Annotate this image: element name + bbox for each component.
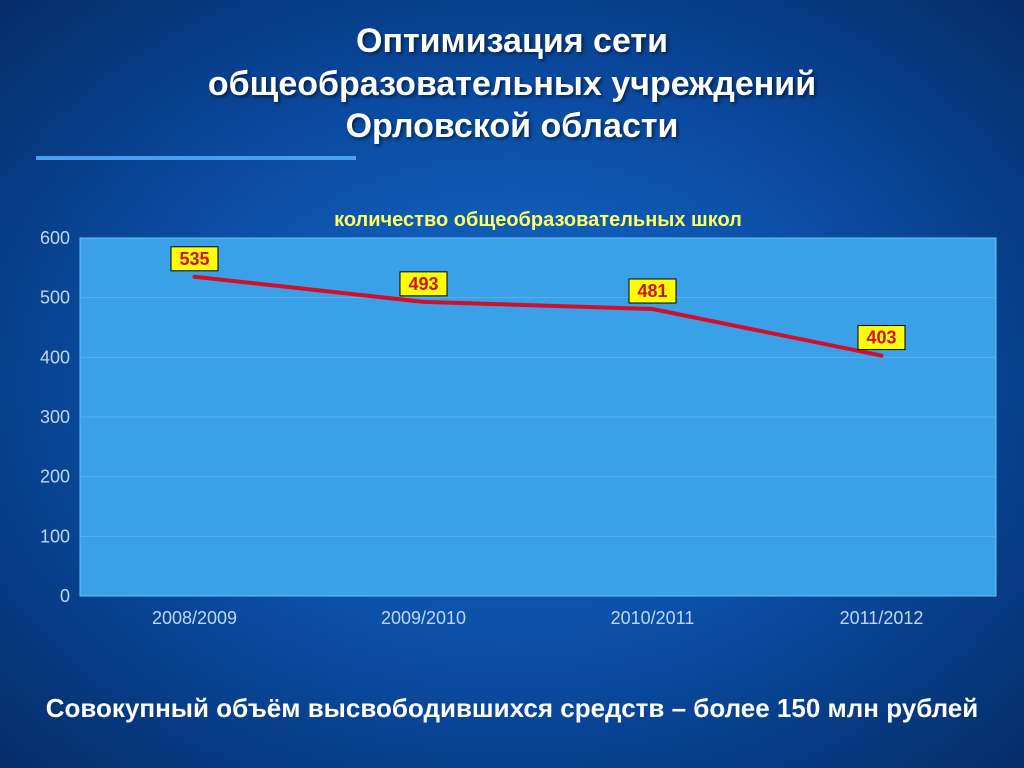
x-tick-label: 2010/2011 (611, 608, 695, 628)
chart-title: количество общеобразовательных школ (334, 209, 742, 231)
x-tick-label: 2009/2010 (381, 608, 466, 628)
y-tick-label: 300 (40, 407, 70, 427)
slide-title-line-3: Орловской области (0, 105, 1024, 148)
data-label: 403 (866, 328, 896, 348)
x-tick-label: 2008/2009 (152, 608, 237, 628)
chart-container: количество общеобразовательных школ 0 100 2… (20, 202, 1004, 642)
y-tick-label: 100 (40, 526, 70, 546)
title-block: Оптимизация сети общеобразовательных учр… (0, 0, 1024, 160)
caption-text: Совокупный объём высвободившихся средств… (0, 693, 1024, 724)
slide-title-line-2: общеобразовательных учреждений (0, 63, 1024, 106)
data-label: 493 (408, 274, 438, 294)
data-label: 481 (637, 281, 667, 301)
line-chart: количество общеобразовательных школ 0 100 2… (20, 202, 1004, 642)
y-tick-label: 500 (40, 288, 70, 308)
slide-title-line-1: Оптимизация сети (0, 20, 1024, 63)
title-underline (36, 156, 356, 160)
x-tick-label: 2011/2012 (840, 608, 924, 628)
y-tick-label: 400 (40, 347, 70, 367)
y-tick-label: 600 (40, 228, 70, 248)
y-tick-label: 0 (60, 586, 70, 606)
data-label: 535 (179, 249, 209, 269)
y-tick-label: 200 (40, 467, 70, 487)
slide: Оптимизация сети общеобразовательных учр… (0, 0, 1024, 768)
